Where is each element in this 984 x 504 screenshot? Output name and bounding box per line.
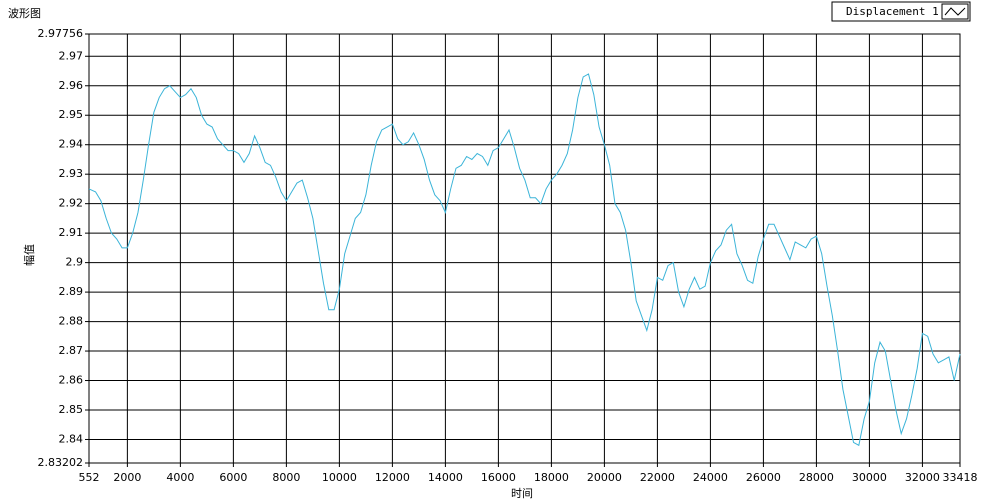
x-tick-label: 32000 — [905, 471, 940, 484]
x-tick-label: 552 — [79, 471, 100, 484]
y-tick-label: 2.91 — [59, 226, 84, 239]
y-axis-label: 幅值 — [23, 244, 36, 266]
x-tick-label: 24000 — [693, 471, 728, 484]
x-tick-label: 26000 — [746, 471, 781, 484]
x-tick-label: 10000 — [322, 471, 357, 484]
y-tick-label: 2.88 — [59, 315, 84, 328]
x-tick-label: 14000 — [428, 471, 463, 484]
y-tick-label: 2.94 — [59, 138, 84, 151]
x-tick-label: 22000 — [640, 471, 675, 484]
y-tick-label: 2.92 — [59, 197, 84, 210]
data-line — [88, 73, 961, 447]
y-tick-label: 2.85 — [59, 403, 84, 416]
y-tick-label: 2.97756 — [38, 27, 84, 40]
x-tick-label: 6000 — [219, 471, 247, 484]
x-tick-label: 30000 — [852, 471, 887, 484]
y-tick-label: 2.84 — [59, 432, 84, 445]
x-tick-label: 2000 — [113, 471, 141, 484]
y-tick-label: 2.97 — [59, 49, 84, 62]
y-tick-label: 2.86 — [59, 374, 84, 387]
y-tick-label: 2.89 — [59, 285, 84, 298]
graph-title: 波形图 — [8, 7, 41, 20]
x-axis-label: 时间 — [511, 487, 533, 500]
legend-box[interactable] — [831, 1, 971, 22]
x-tick-label: 20000 — [587, 471, 622, 484]
x-tick-label: 33418 — [943, 471, 978, 484]
y-tick-label: 2.96 — [59, 79, 84, 92]
x-tick-label: 16000 — [481, 471, 516, 484]
plot-area — [88, 33, 961, 464]
x-tick-label: 12000 — [375, 471, 410, 484]
x-tick-label: 8000 — [272, 471, 300, 484]
y-tick-label: 2.9 — [66, 256, 84, 269]
legend-icon-line — [944, 7, 966, 16]
y-tick-label: 2.93 — [59, 167, 84, 180]
y-tick-label: 2.95 — [59, 108, 84, 121]
y-tick-label: 2.83202 — [38, 456, 84, 469]
x-tick-label: 4000 — [166, 471, 194, 484]
x-tick-label: 28000 — [799, 471, 834, 484]
x-tick-label: 18000 — [534, 471, 569, 484]
legend-label: Displacement 1 — [846, 5, 939, 18]
y-tick-label: 2.87 — [59, 344, 84, 357]
